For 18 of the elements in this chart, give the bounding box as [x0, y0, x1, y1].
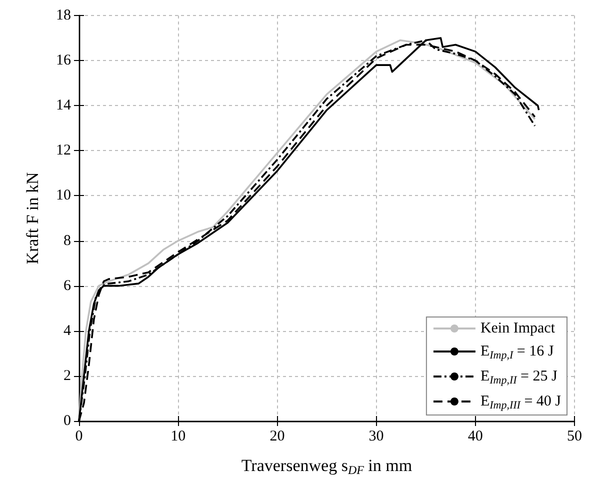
x-tick-label: 30	[368, 428, 384, 444]
y-tick-label: 18	[56, 8, 71, 24]
y-tick-label: 6	[64, 278, 72, 294]
x-tick-label: 50	[567, 428, 582, 444]
legend-label: Kein Impact	[480, 320, 556, 336]
x-tick-label: 0	[75, 428, 83, 444]
y-tick-label: 12	[56, 142, 71, 159]
y-tick-label: 16	[56, 52, 72, 69]
y-tick-label: 14	[56, 98, 72, 114]
y-axis-title: Kraft F in kN	[23, 172, 42, 264]
y-tick-label: 0	[64, 413, 71, 429]
y-tick-label: 10	[56, 188, 71, 204]
y-tick-label: 4	[64, 322, 72, 339]
x-tick-label: 40	[468, 428, 483, 444]
y-tick-label: 8	[64, 232, 71, 249]
y-tick-label: 2	[64, 368, 71, 384]
x-tick-label: 20	[270, 428, 285, 444]
x-tick-label: 10	[170, 428, 186, 444]
